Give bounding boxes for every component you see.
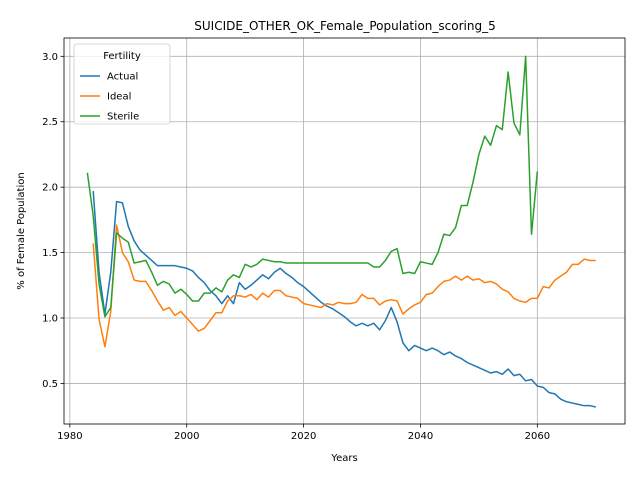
legend-label-actual: Actual [107, 72, 138, 83]
series-line-sterile [86, 55, 539, 318]
x-tick-label: 2060 [525, 431, 550, 442]
x-tick-label: 2000 [174, 431, 199, 442]
x-tick-label: 1980 [57, 431, 82, 442]
grid-lines [64, 38, 625, 424]
legend: Fertility Actual Ideal Sterile [73, 43, 171, 125]
series-line-actual [92, 191, 596, 408]
y-axis-label: % of Female Population [16, 172, 27, 289]
y-tick-label: 1.0 [42, 314, 58, 325]
legend-title: Fertility [103, 51, 141, 62]
chart-title: SUICIDE_OTHER_OK_Female_Population_scori… [194, 19, 495, 33]
legend-label-sterile: Sterile [107, 112, 139, 123]
y-tick-label: 3.0 [42, 52, 58, 63]
legend-box [73, 43, 171, 125]
axis-ticks: 1980 2000 2020 2040 2060 0.5 1.0 1.5 2.0 2.5 3.0 [42, 52, 550, 442]
x-tick-label: 2020 [291, 431, 316, 442]
series-lines [86, 55, 596, 408]
y-tick-label: 1.5 [42, 248, 58, 259]
y-tick-label: 0.5 [42, 379, 58, 390]
y-tick-label: 2.5 [42, 117, 58, 128]
x-tick-label: 2040 [408, 431, 433, 442]
x-axis-label: Years [330, 453, 357, 464]
y-tick-label: 2.0 [42, 183, 58, 194]
plot-area-frame [63, 37, 626, 425]
legend-label-ideal: Ideal [107, 92, 131, 103]
series-line-ideal [92, 224, 596, 348]
